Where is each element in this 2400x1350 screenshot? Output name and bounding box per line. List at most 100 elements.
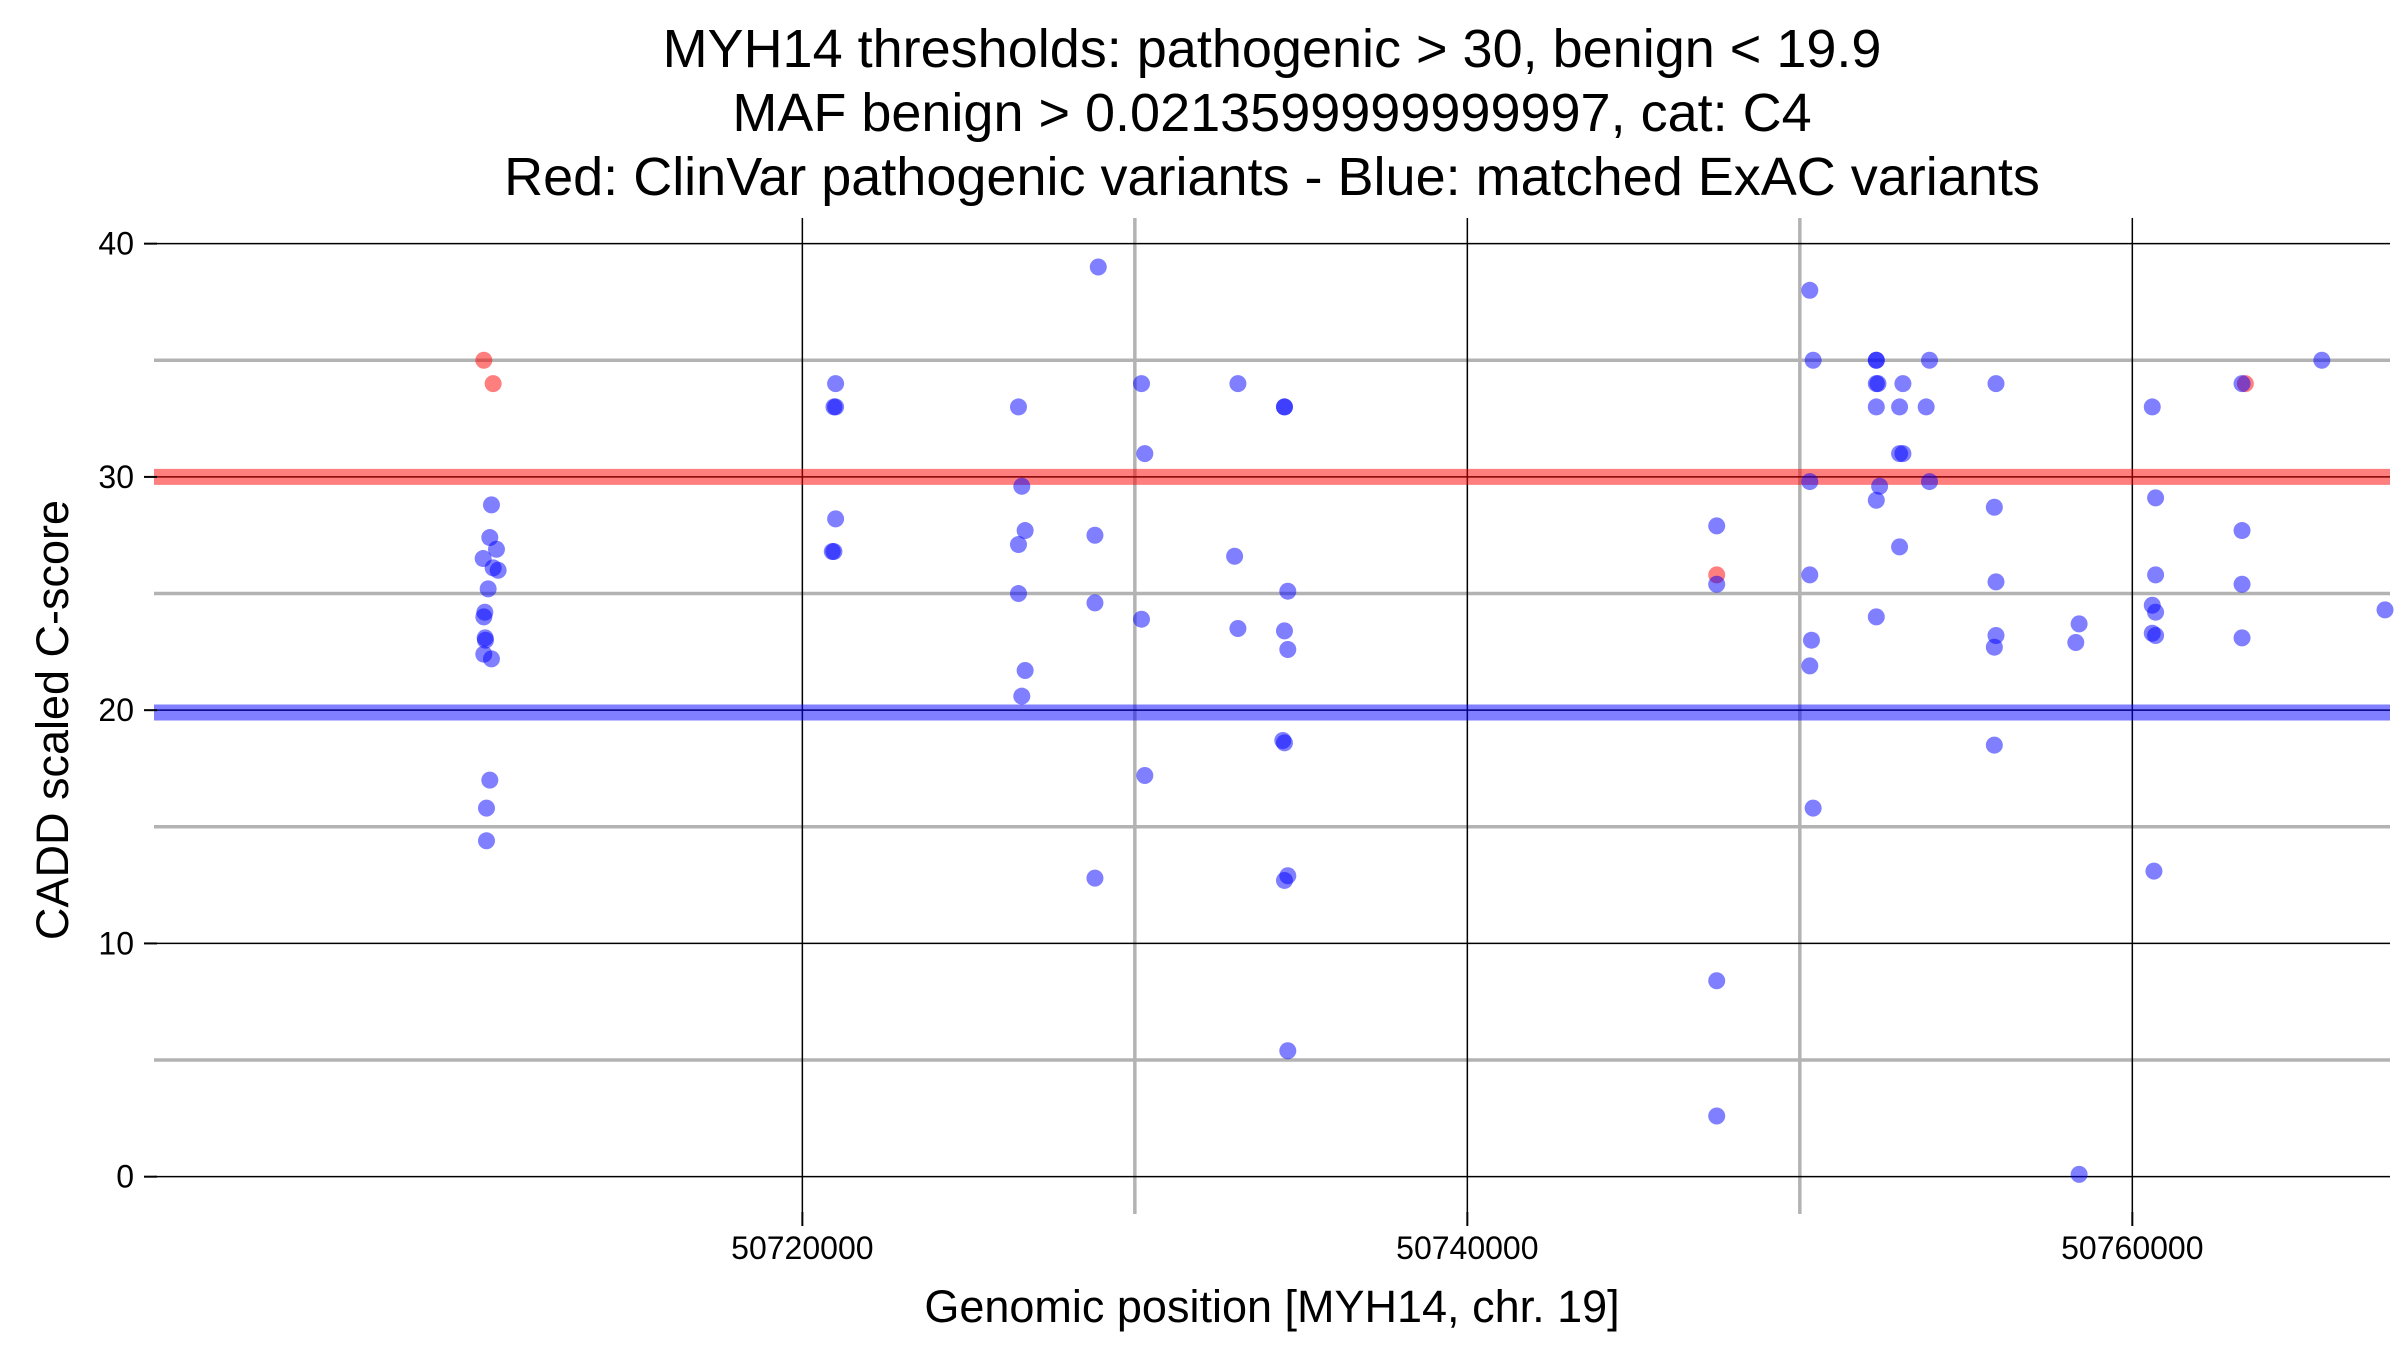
- exac-variant-point: [1279, 582, 1297, 600]
- exac-variant-point: [489, 561, 507, 579]
- y-tick-label: 30: [98, 459, 134, 495]
- exac-variant-point: [1016, 662, 1034, 680]
- exac-variant-point: [1275, 871, 1293, 889]
- exac-variant-point: [1801, 281, 1819, 299]
- exac-variant-point: [1708, 972, 1726, 990]
- exac-variant-point: [1089, 258, 1107, 276]
- exac-variant-point: [479, 580, 497, 598]
- exac-variant-point: [1894, 375, 1912, 393]
- exac-variant-point: [2233, 629, 2251, 647]
- y-tick-label: 10: [98, 925, 134, 961]
- exac-variant-point: [2313, 351, 2331, 369]
- exac-variant-point: [1921, 351, 1939, 369]
- x-axis: 50720000 50740000 50760000: [731, 1212, 2204, 1266]
- x-tick-label: 50760000: [2061, 1230, 2203, 1266]
- exac-variant-point: [476, 631, 494, 649]
- exac-variant-point: [1226, 547, 1244, 565]
- exac-variant-point: [487, 540, 505, 558]
- exac-variant-point: [2233, 522, 2251, 540]
- exac-variant-point: [2067, 634, 2085, 652]
- exac-variant-point: [2147, 627, 2165, 645]
- exac-variant-point: [482, 496, 500, 514]
- exac-variant-point: [1016, 522, 1034, 540]
- exac-variant-point: [2147, 566, 2165, 584]
- exac-variant-point: [1801, 566, 1819, 584]
- exac-variant-point: [1987, 573, 2005, 591]
- exac-variant-point: [1917, 398, 1935, 416]
- x-axis-title: Genomic position [MYH14, chr. 19]: [924, 1281, 1619, 1332]
- exac-variant-point: [2233, 375, 2251, 393]
- exac-variant-point: [1708, 575, 1726, 593]
- y-tick-label: 0: [116, 1159, 134, 1195]
- exac-variant-point: [1708, 1107, 1726, 1125]
- chart-title-line-2: MAF benign > 0.0213599999999997, cat: C4: [732, 83, 1811, 143]
- exac-variant-point: [1013, 687, 1031, 705]
- exac-variant-point: [1132, 375, 1150, 393]
- exac-variant-point: [2376, 601, 2394, 619]
- exac-variant-point: [1086, 526, 1104, 544]
- x-tick-label: 50720000: [731, 1230, 873, 1266]
- exac-variant-point: [827, 510, 845, 528]
- pathogenic-variant-point: [484, 375, 502, 393]
- exac-variant-point: [1136, 445, 1154, 463]
- exac-variant-point: [2145, 862, 2163, 880]
- exac-variant-point: [1891, 538, 1909, 556]
- exac-variant-point: [2147, 603, 2165, 621]
- data-points: [474, 258, 2394, 1183]
- exac-variant-point: [1921, 473, 1939, 491]
- exac-variant-point: [2070, 1165, 2088, 1183]
- exac-variant-point: [1275, 398, 1293, 416]
- exac-variant-point: [2147, 489, 2165, 507]
- exac-variant-point: [2070, 615, 2088, 633]
- chart-title-line-3: Red: ClinVar pathogenic variants - Blue:…: [504, 147, 2040, 207]
- exac-variant-point: [1086, 594, 1104, 612]
- exac-variant-point: [1279, 1042, 1297, 1060]
- exac-variant-point: [1086, 869, 1104, 887]
- exac-variant-point: [2143, 398, 2161, 416]
- exac-variant-point: [1804, 351, 1822, 369]
- exac-variant-point: [1894, 445, 1912, 463]
- exac-variant-point: [1804, 799, 1822, 817]
- exac-variant-point: [1891, 398, 1909, 416]
- exac-variant-point: [1985, 498, 2003, 516]
- exac-variant-point: [477, 832, 495, 850]
- exac-variant-point: [1275, 734, 1293, 752]
- exac-variant-point: [825, 543, 843, 561]
- exac-variant-point: [1985, 638, 2003, 656]
- chart-title: MYH14 thresholds: pathogenic > 30, benig…: [504, 19, 2040, 207]
- exac-variant-point: [1229, 620, 1247, 638]
- exac-variant-point: [827, 375, 845, 393]
- y-axis-title: CADD scaled C-score: [27, 500, 78, 940]
- exac-variant-point: [1275, 622, 1293, 640]
- exac-variant-point: [1867, 351, 1885, 369]
- exac-variant-point: [827, 398, 845, 416]
- exac-variant-point: [1985, 736, 2003, 754]
- exac-variant-point: [477, 799, 495, 817]
- exac-variant-point: [482, 650, 500, 668]
- exac-variant-point: [1801, 657, 1819, 675]
- exac-variant-point: [1009, 585, 1027, 603]
- exac-variant-point: [1867, 398, 1885, 416]
- chart-title-line-1: MYH14 thresholds: pathogenic > 30, benig…: [663, 19, 1882, 79]
- exac-variant-point: [1279, 641, 1297, 659]
- exac-variant-point: [481, 771, 499, 789]
- exac-variant-point: [1708, 517, 1726, 535]
- exac-variant-point: [1136, 766, 1154, 784]
- exac-variant-point: [1801, 473, 1819, 491]
- exac-variant-point: [1009, 398, 1027, 416]
- exac-variant-point: [1871, 477, 1889, 495]
- exac-variant-point: [2233, 575, 2251, 593]
- exac-variant-point: [1802, 631, 1820, 649]
- y-axis: 0 10 20 30 40: [98, 226, 157, 1195]
- exac-variant-point: [1987, 375, 2005, 393]
- exac-variant-point: [1132, 610, 1150, 628]
- exac-variant-point: [1229, 375, 1247, 393]
- exac-variant-point: [475, 608, 493, 626]
- exac-variant-point: [1013, 477, 1031, 495]
- x-tick-label: 50740000: [1396, 1230, 1538, 1266]
- y-tick-label: 20: [98, 692, 134, 728]
- exac-variant-point: [1867, 608, 1885, 626]
- exac-variant-point: [1009, 536, 1027, 554]
- y-tick-label: 40: [98, 226, 134, 262]
